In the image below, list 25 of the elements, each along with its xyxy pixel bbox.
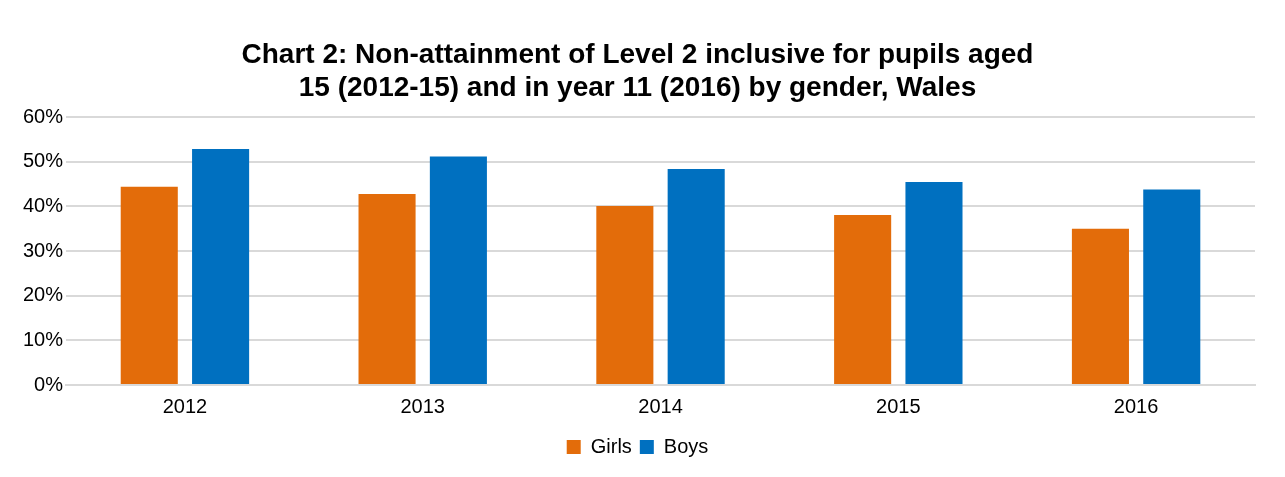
x-tick-label: 2014 (638, 394, 683, 417)
bar (667, 168, 725, 384)
x-tick-label: 2016 (1113, 394, 1159, 417)
y-tick-label: 20% (23, 283, 64, 306)
bar (596, 206, 654, 384)
y-tick-label: 10% (23, 327, 64, 350)
bar (358, 193, 416, 384)
y-tick-label: 40% (23, 193, 64, 216)
bar (429, 156, 487, 384)
y-tick-label: 50% (23, 149, 64, 172)
y-tick-label: 30% (23, 238, 64, 261)
y-tick-label: 0% (34, 372, 64, 395)
bar (120, 186, 178, 384)
legend-label: Boys (663, 434, 709, 457)
y-tick-label: 60% (23, 104, 64, 127)
x-tick-label: 2013 (400, 394, 445, 417)
x-tick-label: 2012 (162, 394, 208, 417)
bar (1143, 189, 1201, 384)
bar (1071, 228, 1129, 384)
x-tick-label: 2015 (876, 394, 921, 417)
legend-label: Girls (590, 434, 632, 457)
bar (905, 181, 963, 384)
bar (834, 214, 892, 384)
chart-title: Chart 2: Non-attainment of Level 2 inclusive for pupils aged 15 (2012-15) and in year 11 (2016) by gender, Wales (241, 37, 1034, 103)
bar (192, 148, 250, 384)
